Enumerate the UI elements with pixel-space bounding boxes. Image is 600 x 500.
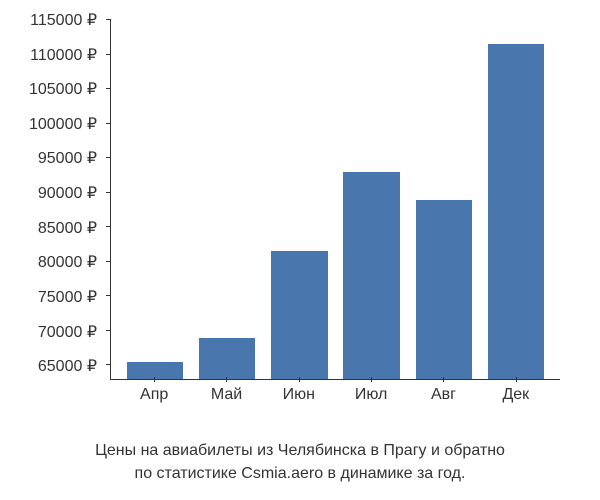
x-tick-label: Июн [263, 382, 335, 410]
bar-slot [119, 20, 191, 379]
y-axis-ticks: 65000 ₽ 70000 ₽ 75000 ₽ 80000 ₽ 85000 ₽ 90000… [0, 20, 105, 380]
y-tick-label: 100000 ₽ [29, 114, 97, 134]
chart-container: 65000 ₽ 70000 ₽ 75000 ₽ 80000 ₽ 85000 ₽ 90000… [0, 0, 600, 500]
y-tick-label: 85000 ₽ [38, 218, 97, 238]
y-tick-mark [106, 330, 111, 331]
x-tick-mark [299, 377, 300, 382]
chart-caption: Цены на авиабилеты из Челябинска в Прагу… [10, 440, 590, 485]
bar-slot [263, 20, 335, 379]
x-tick-mark [154, 377, 155, 382]
y-tick-mark [106, 123, 111, 124]
x-tick-label: Апр [118, 382, 190, 410]
y-tick-mark [106, 54, 111, 55]
caption-line-1: Цены на авиабилеты из Челябинска в Прагу… [10, 440, 590, 462]
y-tick-label: 95000 ₽ [38, 148, 97, 168]
y-tick-mark [106, 364, 111, 365]
plot-area [110, 20, 560, 380]
y-tick-label: 65000 ₽ [38, 356, 97, 376]
y-tick-label: 105000 ₽ [29, 79, 97, 99]
y-tick-mark [106, 19, 111, 20]
y-tick-mark [106, 88, 111, 89]
bar [488, 44, 544, 379]
caption-line-2: по статистике Csmia.aero в динамике за г… [10, 463, 590, 485]
bar-slot [336, 20, 408, 379]
y-tick-label: 115000 ₽ [30, 10, 97, 30]
x-tick-text: Авг [431, 386, 456, 403]
y-tick-mark [106, 226, 111, 227]
x-tick-label: Май [190, 382, 262, 410]
x-tick-label: Авг [407, 382, 479, 410]
x-tick-mark [443, 377, 444, 382]
y-tick-mark [106, 295, 111, 296]
bar-slot [408, 20, 480, 379]
y-tick-mark [106, 261, 111, 262]
y-tick-mark [106, 192, 111, 193]
x-tick-text: Июн [283, 386, 315, 403]
bar-slot [480, 20, 552, 379]
bars-group [111, 20, 560, 379]
x-tick-mark [226, 377, 227, 382]
bar-slot [191, 20, 263, 379]
x-tick-label: Дек [480, 382, 552, 410]
bar [271, 251, 327, 379]
bar [343, 172, 399, 379]
x-tick-text: Дек [502, 386, 529, 403]
y-tick-label: 90000 ₽ [38, 183, 97, 203]
x-axis-ticks: Апр Май Июн Июл Авг Дек [110, 382, 560, 410]
x-tick-mark [371, 377, 372, 382]
y-tick-label: 80000 ₽ [38, 252, 97, 272]
x-tick-label: Июл [335, 382, 407, 410]
x-tick-text: Май [211, 386, 242, 403]
y-tick-label: 110000 ₽ [30, 45, 97, 65]
y-tick-mark [106, 157, 111, 158]
y-tick-label: 70000 ₽ [38, 322, 97, 342]
y-tick-label: 75000 ₽ [38, 287, 97, 307]
x-tick-text: Июл [355, 386, 387, 403]
bar [416, 200, 472, 380]
x-tick-mark [516, 377, 517, 382]
bar [199, 338, 255, 379]
x-tick-text: Апр [140, 386, 168, 403]
